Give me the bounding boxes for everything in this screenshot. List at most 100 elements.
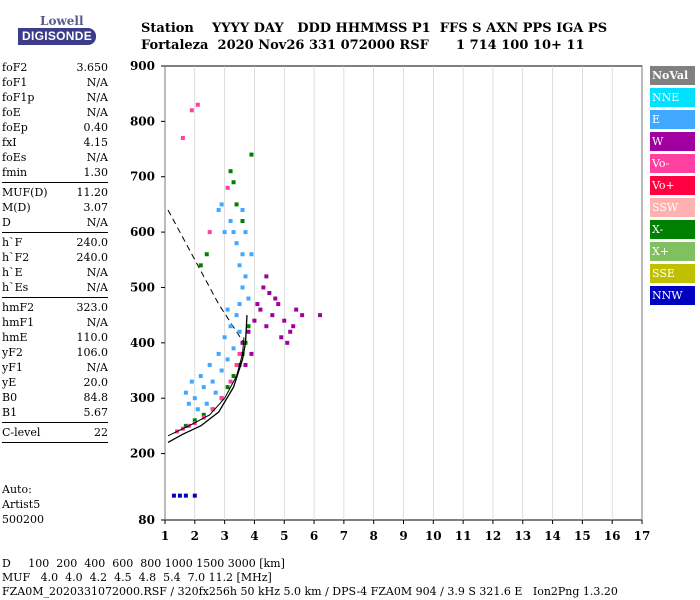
param-label: C-level [2,426,41,439]
data-point-e [213,390,218,395]
param-row: foF1p N/A [2,90,108,105]
param-value: 22 [94,426,108,439]
param-row: foE N/A [2,105,108,120]
param-value: N/A [86,266,108,279]
data-point-e [204,401,209,406]
param-value: 84.8 [83,391,109,404]
data-point-x [192,418,197,423]
param-value: 3.07 [83,201,109,214]
param-row: hmF2 323.0 [2,300,108,315]
data-point-vo [180,135,185,140]
y-tick-label: 900 [130,59,155,73]
data-point-e [249,252,254,257]
data-point-e [234,241,239,246]
footer-distance-line: D 100 200 400 600 800 1000 1500 3000 [km… [2,557,285,570]
data-point-w [276,302,281,307]
data-point-w [288,329,293,334]
data-point-w [255,302,260,307]
data-point-e [228,324,233,329]
y-tick-label: 600 [130,225,155,239]
y-tick-label: 400 [130,336,155,350]
param-value: 5.67 [83,406,109,419]
param-value: 323.0 [76,301,109,314]
y-tick-label: 500 [130,280,155,294]
data-point-x [204,252,209,257]
data-point-e [210,379,215,384]
data-point-e [183,390,188,395]
x-tick-label: 3 [220,529,228,543]
data-point-w [300,313,305,318]
y-tick-label: 80 [138,513,155,527]
param-value: 4.15 [83,136,109,149]
data-point-e [240,207,245,212]
x-tick-label: 12 [485,529,502,543]
data-point-x [234,202,239,207]
parameter-panel: foF2 3.650 foF1 N/A foF1p N/A foE N/A foEp 0.40 fx… [2,60,108,445]
param-row: h`Es N/A [2,280,108,295]
param-value: 0.40 [83,121,109,134]
x-tick-label: 7 [340,529,348,543]
data-point-x [183,423,188,428]
header-line-2: Fortaleza 2020 Nov26 331 072000 RSF 1 71… [141,38,585,53]
param-label: fxI [2,136,17,149]
x-tick-label: 16 [604,529,621,543]
data-point-vo [225,185,230,190]
data-point-w [249,351,254,356]
x-tick-label: 1 [161,529,169,543]
param-row: yE 20.0 [2,375,108,390]
x-tick-label: 17 [634,529,651,543]
data-point-w [264,274,269,279]
x-tick-label: 9 [399,529,407,543]
param-row: foF2 3.650 [2,60,108,75]
data-point-nnw [183,493,188,498]
data-point-x [231,374,236,379]
param-label: h`F [2,236,23,249]
param-label: foF1p [2,91,35,104]
data-point-e [216,351,221,356]
param-value: 20.0 [83,376,109,389]
data-point-w [252,318,257,323]
param-row: yF2 106.0 [2,345,108,360]
data-point-w [270,313,275,318]
data-point-x [246,324,251,329]
data-point-w [285,340,290,345]
param-row: M(D) 3.07 [2,200,108,215]
data-point-e [240,285,245,290]
footer: D 100 200 400 600 800 1000 1500 3000 [km… [2,557,618,599]
legend-item-sse: SSE [650,264,695,283]
param-label: yF1 [2,361,23,374]
data-point-e [186,401,191,406]
auto-label: Auto: [2,483,32,496]
y-tick-label: 800 [130,114,155,128]
logo-digisonde-text: DIGISONDE [18,28,97,45]
legend-item-nnw: NNW [650,286,695,305]
data-point-vo [189,108,194,113]
y-tick-label: 700 [130,170,155,184]
version-number: 500200 [2,513,44,526]
param-value: 11.20 [76,186,109,199]
data-point-e [240,252,245,257]
x-tick-label: 13 [514,529,531,543]
data-point-e [189,379,194,384]
data-point-w [261,285,266,290]
data-point-x [201,412,206,417]
legend-item-nne: NNE [650,88,695,107]
data-point-e [225,357,230,362]
data-point-w [267,291,272,295]
data-point-vo [207,230,212,235]
autoscale-info: Auto: Artist5 500200 [2,482,44,527]
data-point-e [237,263,242,268]
param-value: N/A [86,76,108,89]
param-value: 240.0 [76,236,109,249]
x-tick-label: 4 [250,529,258,543]
legend-item-ssw: SSW [650,198,695,217]
param-value: N/A [86,91,108,104]
data-point-e [198,374,203,379]
param-separator [2,182,108,183]
data-point-vo [237,351,242,356]
data-point-e [222,230,227,235]
data-point-w [273,296,278,301]
data-point-w [243,362,248,367]
param-row: yF1 N/A [2,360,108,375]
